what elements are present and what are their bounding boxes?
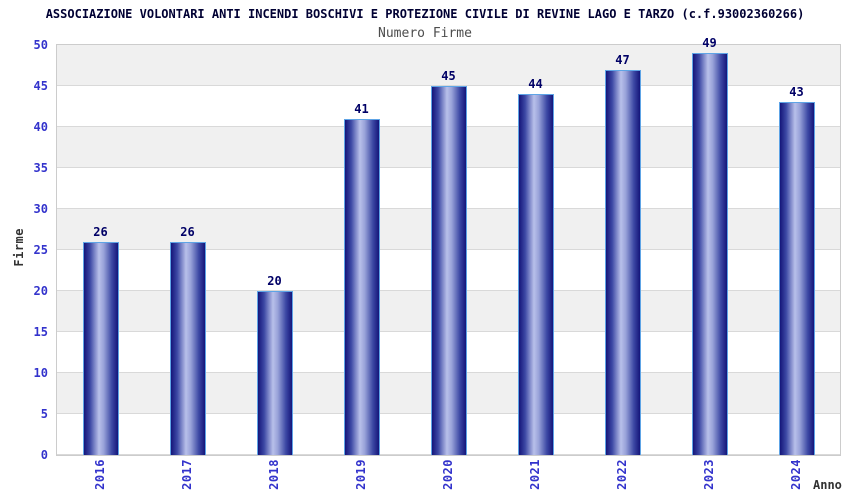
bar-2020 [430,86,467,455]
y-tick-label: 5 [40,407,48,421]
x-tick-label: 2022 [614,459,629,490]
y-tick-label: 50 [33,38,48,52]
bar-value-label: 26 [93,225,108,239]
y-tick-label: 30 [33,202,48,216]
x-tick-label: 2016 [92,459,107,490]
bar-2021 [517,94,554,455]
bar-value-label: 47 [615,53,630,67]
bar-value-label: 45 [441,69,456,83]
y-tick-label: 25 [33,243,48,257]
x-tick-label: 2021 [527,459,542,490]
x-tick-label: 2024 [788,459,803,490]
x-tick-label: 2020 [440,459,455,490]
x-axis-title: Anno [813,478,842,492]
y-tick-label: 20 [33,284,48,298]
x-tick-label: 2017 [179,459,194,490]
chart-subtitle: Numero Firme [378,26,472,41]
bar-2019 [343,119,380,455]
y-tick-label: 10 [33,366,48,380]
bar-2017 [169,242,206,455]
plot-area: 26 26 20 41 45 44 47 49 43 [56,37,841,456]
bar-value-label: 49 [702,36,717,50]
bar-2018 [256,291,293,455]
bar-value-label: 20 [267,274,282,288]
y-tick-label: 45 [33,79,48,93]
x-axis: 2016 2017 2018 2019 2020 2021 2022 2023 2024 [57,459,840,499]
chart-title: ASSOCIAZIONE VOLONTARI ANTI INCENDI BOSC… [45,7,805,21]
x-tick-label: 2023 [701,459,716,490]
bar-value-label: 43 [789,85,804,99]
bar-2024 [778,102,815,455]
bar-2023 [691,53,728,455]
y-tick-label: 40 [33,120,48,134]
y-tick-label: 15 [33,325,48,339]
y-tick-label: 0 [40,448,48,462]
y-axis: 0 5 10 15 20 25 30 35 40 45 50 [0,38,48,462]
x-tick-label: 2018 [266,459,281,490]
bar-value-label: 26 [180,225,195,239]
bar-2022 [604,70,641,455]
bar-value-label: 44 [528,77,543,91]
x-tick-label: 2019 [353,459,368,490]
y-tick-label: 35 [33,161,48,175]
bar-value-label: 41 [354,102,369,116]
bar-2016 [82,242,119,455]
